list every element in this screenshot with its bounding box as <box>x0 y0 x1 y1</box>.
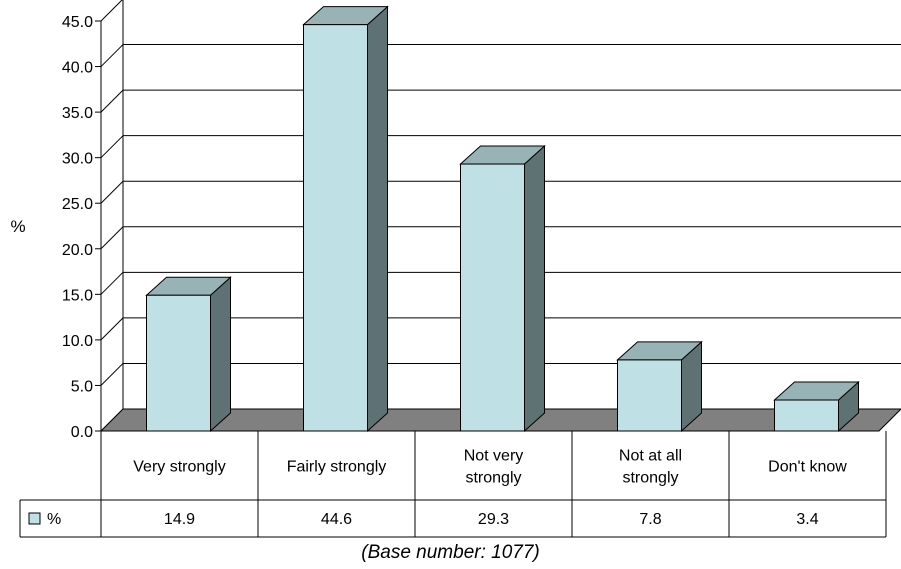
side-wall-line <box>100 226 124 250</box>
side-wall-line <box>100 271 124 295</box>
x-category-label: Very strongly <box>133 459 225 476</box>
data-value-label: 44.6 <box>321 511 352 528</box>
y-tick-label: 30.0 <box>62 151 93 168</box>
side-wall-line <box>100 363 124 386</box>
data-value-label: 29.3 <box>478 511 509 528</box>
x-category-label: strongly <box>465 470 521 487</box>
y-tick-label: 45.0 <box>62 14 93 31</box>
base-number-note: (Base number: 1077) <box>361 542 540 563</box>
y-tick-label: 20.0 <box>62 242 93 259</box>
side-wall-line <box>100 0 123 22</box>
bar-side <box>210 276 231 433</box>
x-category-label: Fairly strongly <box>287 459 387 476</box>
bar <box>302 5 389 433</box>
data-value-label: 7.8 <box>639 511 661 528</box>
x-category-label: Don't know <box>768 459 847 476</box>
y-tick-label: 25.0 <box>62 196 93 213</box>
data-value-label: 3.4 <box>796 511 818 528</box>
side-wall-line <box>100 135 124 159</box>
legend-series-name: % <box>47 511 61 528</box>
bar <box>145 276 232 433</box>
bar-side <box>367 5 388 433</box>
legend-swatch <box>28 512 41 525</box>
y-tick-label: 35.0 <box>62 105 93 122</box>
y-tick-label: 40.0 <box>62 60 93 77</box>
side-wall-line <box>100 89 124 113</box>
y-tick-label: 0.0 <box>71 424 93 441</box>
side-wall-line <box>100 317 124 341</box>
bar-side <box>524 144 545 433</box>
bars <box>145 5 860 433</box>
side-wall-line <box>100 180 124 204</box>
side-wall-line <box>100 44 124 67</box>
bar <box>459 144 546 433</box>
bar-front <box>617 359 682 432</box>
y-axis-title: % <box>10 217 25 236</box>
bar <box>616 340 703 433</box>
x-category-label: strongly <box>622 470 678 487</box>
data-value-label: 14.9 <box>164 511 195 528</box>
y-tick-label: 5.0 <box>71 378 93 395</box>
bar-front <box>774 399 839 432</box>
bar-front <box>146 294 211 432</box>
bar-front <box>460 163 525 432</box>
y-axis: 0.0 5.0 10.0 15.0 20.0 25.0 30.0 35.0 40.0 45.0 <box>62 0 124 441</box>
y-tick-label: 10.0 <box>62 333 93 350</box>
data-table: Very strongly Fairly strongly Not very stro… <box>19 431 887 538</box>
x-category-label: Not at all <box>619 448 682 465</box>
y-tick-label: 15.0 <box>62 287 93 304</box>
bar-front <box>303 24 368 432</box>
x-category-label: Not very <box>464 448 524 465</box>
bar <box>773 380 860 433</box>
